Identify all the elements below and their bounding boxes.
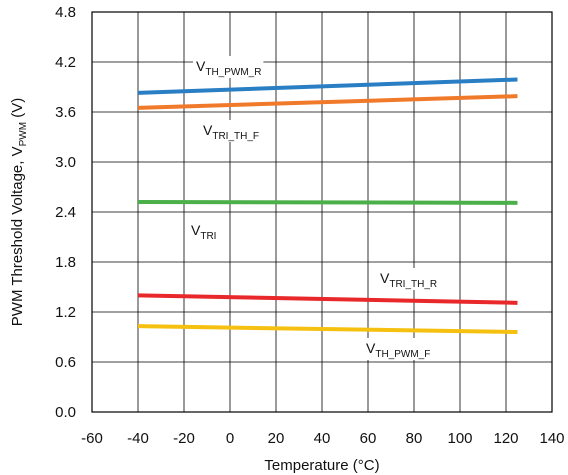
y-tick-label: 4.8	[55, 4, 76, 21]
series-label-bg	[193, 56, 264, 78]
x-tick-label: 120	[493, 430, 518, 447]
y-tick-label: 0.0	[55, 404, 76, 421]
y-tick-label: 1.8	[55, 254, 76, 271]
x-axis-label: Temperature (°C)	[264, 457, 379, 474]
x-tick-label: -20	[173, 430, 195, 447]
y-tick-label: 3.0	[55, 154, 76, 171]
x-tick-label: 40	[314, 430, 331, 447]
series-label-bg	[363, 338, 434, 360]
series-line-tri	[137, 200, 518, 205]
series-line-th_pwm_r	[137, 77, 518, 95]
x-tick-label: 0	[226, 430, 234, 447]
y-axis-label-suffix: (V)	[9, 98, 26, 122]
series-labels: VTH_PWM_R VTRI_TH_F VTRI VTRI_TH_R VTH_PWM_F	[188, 56, 448, 360]
y-axis-label: PWM Threshold Voltage, VPWM (V)	[9, 98, 29, 326]
x-tick-label: 140	[539, 430, 564, 447]
y-axis-label-sub: PWM	[18, 122, 29, 146]
series-label-tri_th_f: VTRI_TH_F	[203, 122, 259, 142]
series-label-tri: VTRI	[191, 222, 216, 242]
series-line-th_pwm_f	[137, 324, 518, 334]
series-label-bg	[200, 120, 271, 142]
x-tick-label: -40	[127, 430, 149, 447]
x-tick-labels: -60 -40 -20 0 20 40 60 80 100 120 140	[81, 430, 564, 447]
y-tick-label: 4.2	[55, 54, 76, 71]
series-label-th_pwm_f: VTH_PWM_F	[366, 340, 430, 360]
series-line-tri_th_r	[137, 293, 518, 305]
y-tick-label: 0.6	[55, 354, 76, 371]
x-tick-label: 20	[268, 430, 285, 447]
y-axis-label-main: PWM Threshold Voltage, V	[9, 146, 26, 326]
x-tick-label: -60	[81, 430, 103, 447]
series-lines	[137, 77, 518, 334]
x-tick-label: 60	[360, 430, 377, 447]
series-line-tri_th_f	[137, 94, 518, 110]
y-tick-label: 2.4	[55, 204, 76, 221]
series-label-tri_th_r: VTRI_TH_R	[380, 270, 437, 290]
x-tick-label: 80	[406, 430, 423, 447]
y-tick-labels: 0.0 0.6 1.2 1.8 2.4 3.0 3.6 4.2 4.8	[55, 4, 76, 421]
x-tick-label: 100	[447, 430, 472, 447]
y-tick-label: 3.6	[55, 104, 76, 121]
y-tick-label: 1.2	[55, 304, 76, 321]
series-label-bg	[377, 268, 448, 290]
series-label-bg	[188, 220, 227, 242]
series-label-th_pwm_r: VTH_PWM_R	[196, 58, 261, 78]
plot-frame	[91, 11, 553, 413]
